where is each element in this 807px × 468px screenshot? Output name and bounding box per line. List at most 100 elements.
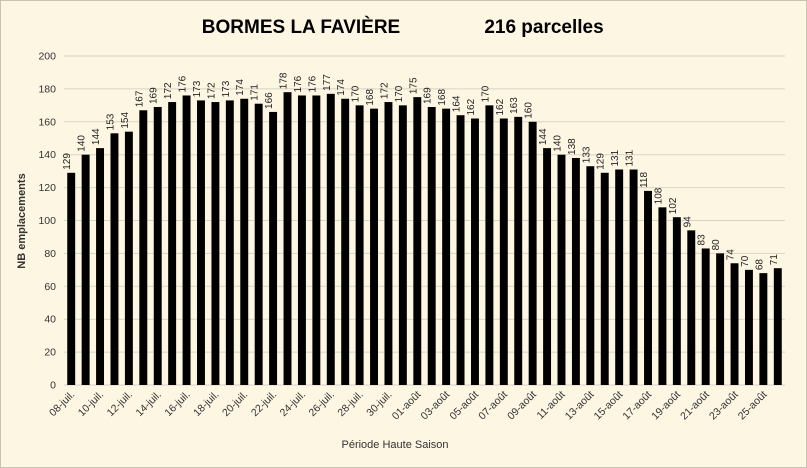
bar bbox=[644, 190, 652, 385]
bar bbox=[96, 148, 105, 385]
bar bbox=[543, 148, 552, 385]
data-label: 162 bbox=[495, 98, 506, 115]
x-tick-label: 28-juil. bbox=[335, 389, 365, 419]
data-label: 94 bbox=[682, 216, 693, 228]
bar bbox=[326, 93, 335, 386]
bar bbox=[312, 95, 321, 385]
y-tick-label: 120 bbox=[38, 182, 56, 194]
data-label: 176 bbox=[293, 75, 304, 92]
x-tick-label: 01-août bbox=[390, 389, 424, 423]
x-tick-label: 03-août bbox=[419, 389, 453, 423]
x-tick-label: 12-juil. bbox=[105, 389, 135, 419]
bar bbox=[759, 273, 768, 385]
x-tick-label: 16-juil. bbox=[162, 389, 192, 419]
x-tick-label: 18-juil. bbox=[191, 389, 221, 419]
bar bbox=[168, 102, 177, 385]
x-tick-label: 26-juil. bbox=[307, 389, 337, 419]
bar bbox=[139, 110, 148, 385]
bar bbox=[182, 95, 191, 385]
data-label: 144 bbox=[538, 128, 549, 145]
bar bbox=[297, 95, 306, 385]
data-label: 70 bbox=[740, 255, 751, 267]
bar bbox=[586, 166, 595, 385]
x-tick-labels: 08-juil.10-juil.12-juil.14-juil.16-juil.… bbox=[47, 389, 770, 423]
bar bbox=[341, 98, 350, 386]
bar bbox=[67, 172, 76, 385]
data-label: 176 bbox=[307, 75, 318, 92]
data-label: 74 bbox=[726, 249, 737, 261]
data-label: 129 bbox=[62, 153, 73, 170]
data-label: 162 bbox=[466, 98, 477, 115]
data-label: 172 bbox=[379, 82, 390, 99]
bar bbox=[672, 217, 681, 385]
x-tick-label: 08-juil. bbox=[47, 389, 77, 419]
bar bbox=[153, 106, 162, 386]
data-label: 80 bbox=[711, 239, 722, 251]
bar bbox=[370, 108, 378, 385]
data-label: 140 bbox=[77, 135, 88, 152]
x-tick-label: 05-août bbox=[447, 389, 481, 423]
bar bbox=[571, 157, 580, 385]
data-label: 131 bbox=[610, 149, 621, 166]
bar bbox=[197, 100, 205, 385]
x-tick-label: 22-juil. bbox=[249, 389, 279, 419]
x-tick-label: 14-juil. bbox=[133, 389, 163, 419]
y-tick-label: 20 bbox=[44, 347, 56, 359]
data-label: 167 bbox=[134, 90, 145, 107]
data-label: 174 bbox=[336, 79, 347, 96]
y-tick-label: 40 bbox=[44, 314, 56, 326]
bar bbox=[716, 253, 725, 385]
bar bbox=[629, 169, 638, 385]
data-label: 178 bbox=[279, 72, 290, 89]
data-label: 108 bbox=[653, 187, 664, 204]
data-label: 153 bbox=[105, 113, 116, 130]
data-label: 102 bbox=[668, 197, 679, 214]
bar bbox=[514, 116, 523, 386]
data-label: 129 bbox=[596, 153, 607, 170]
bar bbox=[499, 118, 508, 385]
x-tick-label: 13-août bbox=[563, 389, 597, 423]
bar bbox=[355, 105, 364, 385]
bar bbox=[615, 169, 624, 385]
data-label: 140 bbox=[552, 135, 563, 152]
x-tick-label: 24-juil. bbox=[278, 389, 308, 419]
data-label: 169 bbox=[423, 87, 434, 104]
bar bbox=[240, 98, 249, 386]
bar bbox=[701, 248, 710, 385]
data-label: 131 bbox=[625, 149, 636, 166]
bar bbox=[485, 105, 494, 385]
data-label: 154 bbox=[120, 112, 131, 129]
bar bbox=[442, 108, 451, 385]
bar bbox=[471, 118, 479, 385]
data-label: 176 bbox=[178, 75, 189, 92]
chart-subtitle: 216 parcelles bbox=[484, 17, 603, 38]
x-tick-label: 19-août bbox=[649, 389, 683, 423]
x-tick-label: 11-août bbox=[534, 389, 567, 422]
x-tick-label: 21-août bbox=[678, 389, 712, 423]
bar bbox=[283, 92, 292, 385]
bar bbox=[773, 268, 782, 385]
bar bbox=[384, 102, 393, 385]
y-tick-labels: 0 20 40 60 80 100 120 140 160 180 200 bbox=[38, 51, 56, 392]
data-label: 166 bbox=[264, 92, 275, 109]
bar bbox=[600, 172, 609, 385]
y-axis-title: NB emplacements bbox=[16, 173, 28, 268]
bar bbox=[413, 97, 422, 385]
y-tick-label: 0 bbox=[50, 380, 56, 392]
bar bbox=[730, 263, 739, 385]
y-tick-label: 140 bbox=[38, 149, 56, 161]
x-tick-label: 23-août bbox=[707, 389, 741, 423]
data-label: 144 bbox=[91, 128, 102, 145]
data-label: 71 bbox=[769, 254, 780, 266]
bar bbox=[110, 133, 119, 385]
data-label: 164 bbox=[452, 95, 463, 112]
x-tick-label: 15-août bbox=[592, 389, 626, 423]
bar bbox=[225, 100, 234, 385]
x-tick-label: 17-août bbox=[620, 389, 654, 423]
bar bbox=[456, 115, 465, 385]
data-label: 171 bbox=[250, 84, 261, 101]
y-tick-label: 80 bbox=[44, 248, 56, 260]
bar bbox=[254, 103, 263, 385]
